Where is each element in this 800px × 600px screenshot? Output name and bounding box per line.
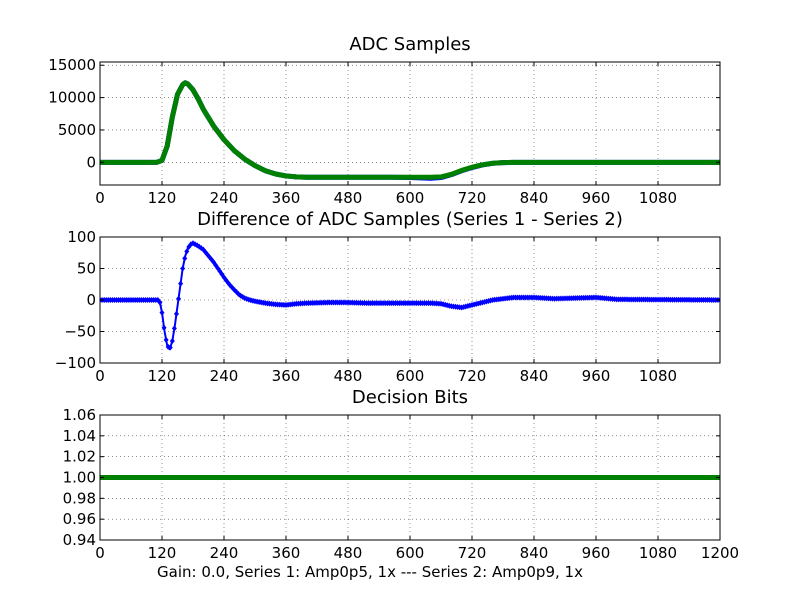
y-tick-label: 1.02 bbox=[63, 448, 96, 466]
x-tick-label: 120 bbox=[148, 367, 177, 385]
subplot-3: 0 120 240 360 480 600 720 840 960 1080 1200 0.94 0.9… bbox=[63, 387, 740, 562]
y-tick-label: 1.06 bbox=[63, 406, 96, 424]
subplot-1: 0 120 240 360 480 600 720 840 960 1080 0 5000 10000 1… bbox=[48, 34, 721, 207]
y-tick-label: 1.00 bbox=[63, 469, 96, 487]
x-tick-label: 1080 bbox=[639, 367, 677, 385]
x-tick-label: 480 bbox=[334, 367, 363, 385]
data-point-marker bbox=[204, 251, 210, 258]
x-tick-label: 480 bbox=[334, 189, 363, 207]
x-tick-label: 1080 bbox=[639, 544, 677, 562]
series-group bbox=[100, 240, 720, 351]
subplot-2: 0 120 240 360 480 600 720 840 960 1080 −100 −50 0 50 1… bbox=[55, 209, 721, 385]
series-markers bbox=[100, 240, 720, 351]
x-tick-label: 720 bbox=[458, 367, 487, 385]
y-tick-label: −50 bbox=[64, 323, 96, 341]
data-point-marker bbox=[169, 337, 175, 344]
x-tick-label: 360 bbox=[272, 544, 301, 562]
x-tick-label: 960 bbox=[582, 367, 611, 385]
x-tick-label: 720 bbox=[458, 544, 487, 562]
y-tick-label: 10000 bbox=[48, 89, 96, 107]
x-tick-label: 600 bbox=[396, 189, 425, 207]
y-tick-label: 5000 bbox=[58, 121, 96, 139]
x-tick-label: 600 bbox=[396, 544, 425, 562]
y-tick-label: 1.04 bbox=[63, 427, 96, 445]
x-tick-label: 960 bbox=[582, 189, 611, 207]
y-tick-label: 0.96 bbox=[63, 510, 96, 528]
x-tick-label: 600 bbox=[396, 367, 425, 385]
x-tick-label: 0 bbox=[95, 367, 105, 385]
subplot-title: Difference of ADC Samples (Series 1 - Se… bbox=[197, 209, 623, 230]
x-tick-label: 240 bbox=[210, 544, 239, 562]
series-line-2 bbox=[100, 80, 720, 180]
figure-xlabel: Gain: 0.0, Series 1: Amp0p5, 1x --- Seri… bbox=[157, 563, 583, 581]
y-tick-label: 15000 bbox=[48, 56, 96, 74]
subplots-container: 0 120 240 360 480 600 720 840 960 108005000100001… bbox=[48, 34, 739, 562]
data-point-marker bbox=[157, 299, 163, 306]
y-tick-label: 0.98 bbox=[63, 489, 96, 507]
x-tick-label: 840 bbox=[520, 189, 549, 207]
y-tick-label: 0 bbox=[86, 153, 96, 171]
data-point-marker bbox=[176, 295, 182, 302]
y-tick-label: −100 bbox=[55, 354, 96, 372]
x-tick-label: 720 bbox=[458, 189, 487, 207]
x-tick-label: 1080 bbox=[639, 189, 677, 207]
y-tick-label: 50 bbox=[77, 260, 96, 278]
x-tick-label: 0 bbox=[95, 189, 105, 207]
y-tick-label: 0.94 bbox=[63, 531, 96, 549]
x-tick-label: 120 bbox=[148, 544, 177, 562]
data-point-marker bbox=[161, 324, 167, 331]
y-tick-label: 100 bbox=[67, 228, 96, 246]
x-tick-label: 480 bbox=[334, 544, 363, 562]
x-tick-label: 0 bbox=[95, 544, 105, 562]
x-tick-label: 120 bbox=[148, 189, 177, 207]
data-point-marker bbox=[163, 336, 169, 343]
y-tick-label: 0 bbox=[86, 291, 96, 309]
subplot-title: Decision Bits bbox=[352, 387, 468, 408]
series-group bbox=[100, 80, 720, 181]
data-point-marker bbox=[180, 265, 186, 272]
subplot-title: ADC Samples bbox=[349, 34, 470, 55]
data-point-marker bbox=[159, 309, 165, 316]
x-tick-label: 240 bbox=[210, 189, 239, 207]
x-tick-label: 1200 bbox=[701, 544, 739, 562]
x-tick-label: 360 bbox=[272, 367, 301, 385]
x-tick-label: 840 bbox=[520, 544, 549, 562]
data-point-marker bbox=[184, 248, 190, 255]
x-tick-label: 840 bbox=[520, 367, 549, 385]
x-tick-label: 240 bbox=[210, 367, 239, 385]
data-point-marker bbox=[173, 310, 179, 317]
x-tick-label: 960 bbox=[582, 544, 611, 562]
data-point-marker bbox=[178, 280, 184, 287]
x-tick-label: 360 bbox=[272, 189, 301, 207]
data-point-marker bbox=[182, 255, 188, 262]
data-point-marker bbox=[167, 344, 173, 351]
data-point-marker bbox=[171, 325, 177, 332]
